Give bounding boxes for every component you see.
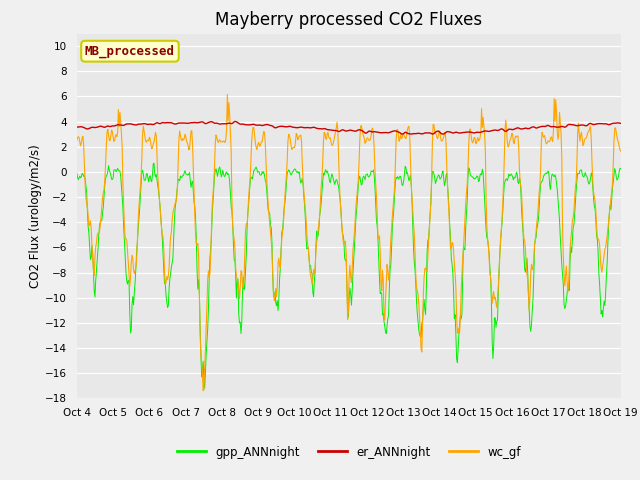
Title: Mayberry processed CO2 Fluxes: Mayberry processed CO2 Fluxes [215,11,483,29]
Y-axis label: CO2 Flux (urology/m2/s): CO2 Flux (urology/m2/s) [29,144,42,288]
Legend: gpp_ANNnight, er_ANNnight, wc_gf: gpp_ANNnight, er_ANNnight, wc_gf [172,441,526,463]
Text: MB_processed: MB_processed [85,45,175,58]
